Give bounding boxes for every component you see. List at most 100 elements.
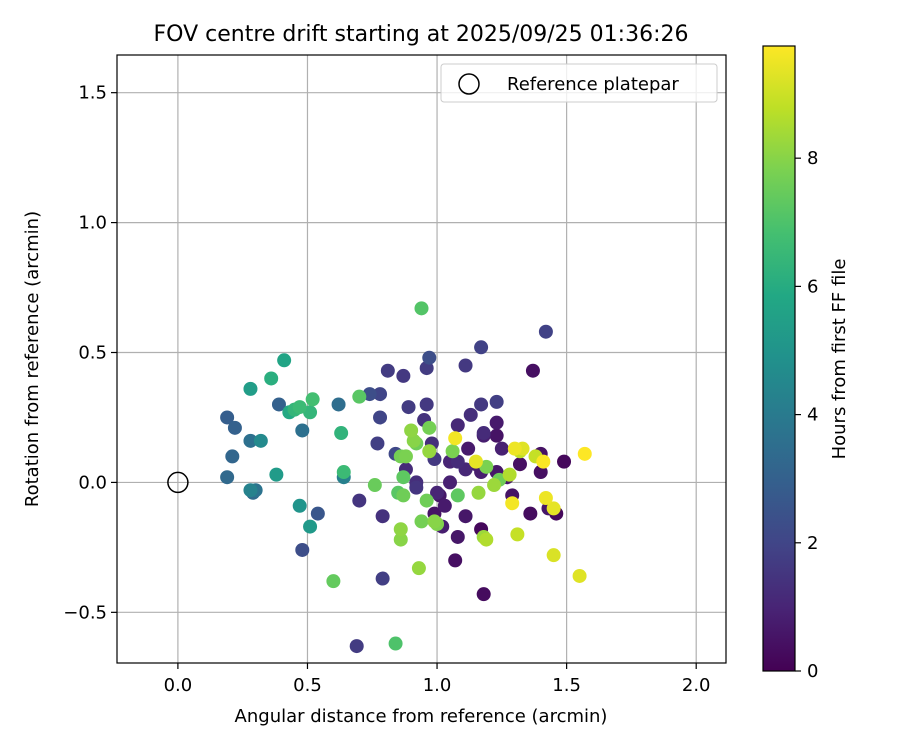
data-point [572,568,587,583]
data-point [471,485,486,500]
legend-box [440,63,718,103]
data-point [450,418,465,433]
data-point [310,506,325,521]
data-point [474,397,489,412]
data-point [422,350,437,365]
data-point [437,498,452,513]
x-tick-label: 1.0 [423,675,452,696]
data-point [326,574,341,589]
data-point [295,423,310,438]
data-point [487,478,502,493]
data-point [427,514,442,529]
data-point [489,428,504,443]
data-point [373,387,388,402]
y-axis-label: Rotation from reference (arcmin) [22,211,43,507]
data-point [401,400,416,415]
data-point [277,353,292,368]
legend: Reference platepar [440,63,718,103]
data-point [538,491,553,506]
data-point [271,397,286,412]
data-point [367,478,382,493]
data-point [422,420,437,435]
colorbar-ticks: 0 2 4 6 8 [795,148,818,682]
legend-open-circle-marker [458,73,480,95]
reference-point-marker [167,471,189,494]
data-point [489,394,504,409]
data-point [445,444,460,459]
data-point [264,371,279,386]
y-tick-label: 0.0 [78,472,107,493]
data-point [409,480,424,495]
scatter-points [220,301,592,654]
data-point [243,433,258,448]
data-point [450,488,465,503]
data-point [463,407,478,422]
data-point [227,420,242,435]
data-point [305,392,320,407]
data-point [393,522,408,537]
data-point [479,532,494,547]
x-tick-label: 0.5 [293,675,322,696]
data-point [225,449,240,464]
data-point [352,493,367,508]
data-point [507,441,522,456]
data-point [349,639,364,654]
data-point [292,400,307,415]
data-point [375,571,390,586]
colorbar-tick-label: 0 [807,661,818,682]
data-point [458,509,473,524]
colorbar-label: Hours from first FF file [829,259,850,460]
data-point [411,561,426,576]
data-point [443,475,458,490]
data-point [502,467,517,482]
data-point [396,470,411,485]
data-point [577,446,592,461]
data-point [525,363,540,378]
data-point [476,426,491,441]
x-axis-label: Angular distance from reference (arcmin) [235,706,608,727]
data-point [450,529,465,544]
data-point [253,433,268,448]
colorbar-tick-label: 4 [807,405,818,426]
data-point [546,501,561,516]
data-point [388,636,403,651]
colorbar-tick-label: 6 [807,276,818,297]
data-point [398,449,413,464]
legend-label: Reference platepar [507,74,679,95]
data-point [396,368,411,383]
y-tick-label: −0.5 [63,602,107,623]
data-point [292,498,307,513]
data-point [479,459,494,474]
data-point [336,465,351,480]
data-point [419,397,434,412]
data-point [430,485,445,500]
data-point [404,423,419,438]
data-point [448,553,463,568]
data-point [448,431,463,446]
data-point [419,493,434,508]
data-point [474,340,489,355]
colorbar-tick-label: 2 [807,533,818,554]
data-point [458,358,473,373]
data-point [220,470,235,485]
data-point [489,415,504,430]
colorbar-gradient [762,45,796,672]
data-point [220,410,235,425]
chart-title: FOV centre drift starting at 2025/09/25 … [154,22,689,47]
colorbar: 0 2 4 6 8 Hours from first FF file [762,45,850,682]
data-point [546,548,561,563]
data-point [414,514,429,529]
data-point [295,542,310,557]
data-point [303,405,318,420]
data-point [352,389,367,404]
data-point [331,397,346,412]
data-point [373,410,388,425]
data-point [468,454,483,469]
data-point [512,457,527,472]
data-point [380,363,395,378]
data-point [414,301,429,316]
data-point [375,509,390,524]
x-axis-ticks: 0.0 0.5 1.0 1.5 2.0 [164,663,711,696]
y-axis-ticks: −0.5 0.0 0.5 1.0 1.5 [63,83,117,623]
